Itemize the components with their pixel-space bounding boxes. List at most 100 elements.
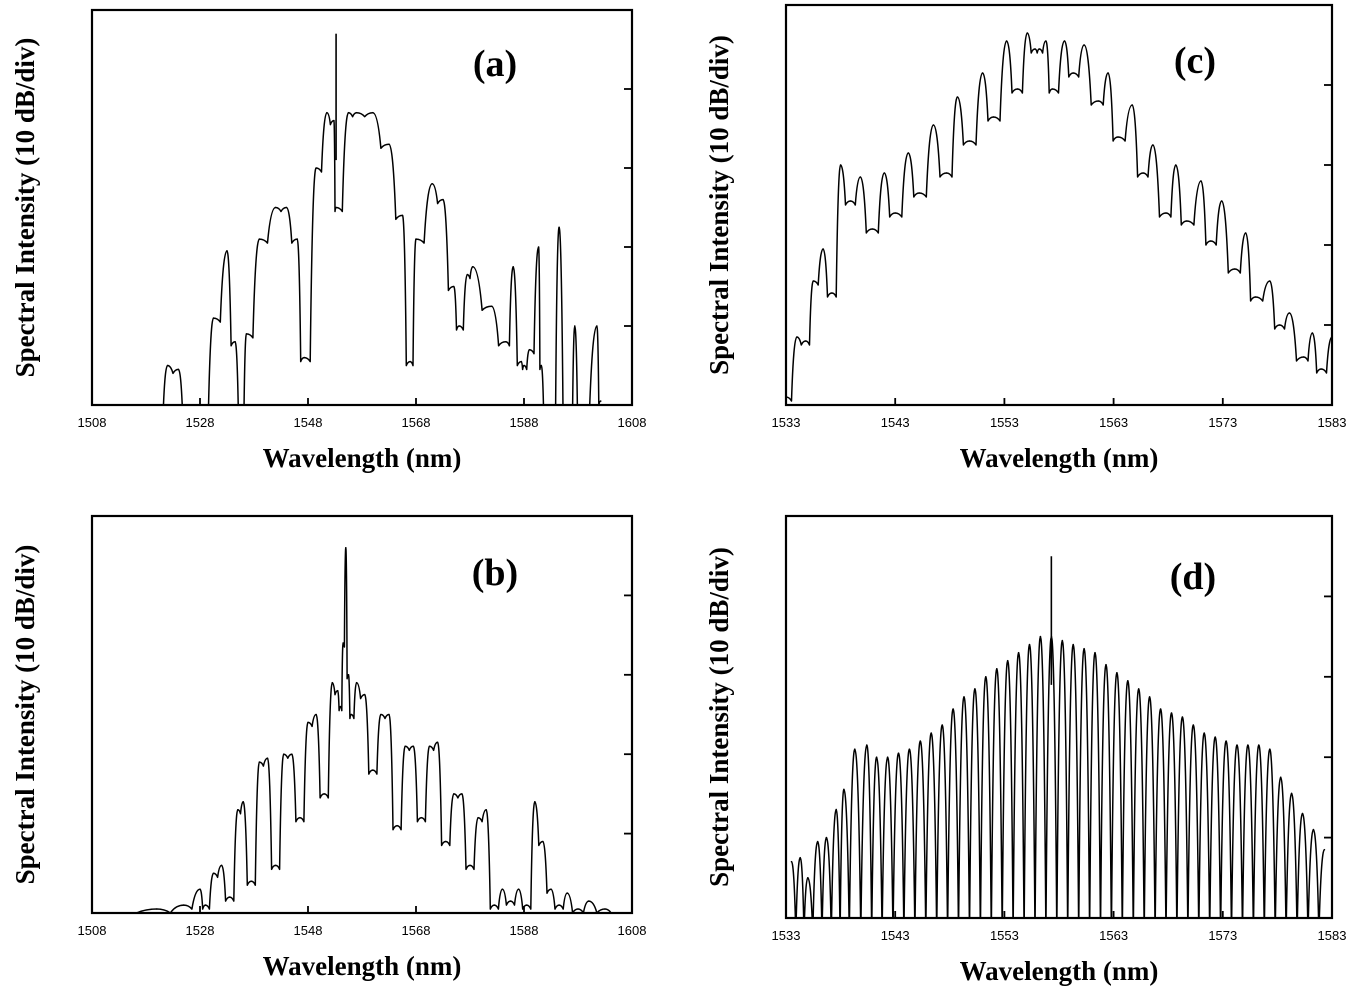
x-tick-label: 1548	[294, 923, 323, 938]
data-point	[1116, 672, 1118, 674]
data-point	[1017, 651, 1020, 654]
data-point	[274, 206, 277, 209]
data-point	[577, 908, 579, 910]
data-point	[177, 368, 180, 371]
data-point	[296, 238, 299, 240]
data-point	[974, 688, 976, 690]
data-point	[520, 360, 523, 363]
data-point	[183, 904, 185, 906]
spectrum-panel-2: 1508 1528 1548 1568 1588 1608 Wavelength (nm) S…	[10, 514, 647, 981]
data-point	[490, 305, 493, 308]
data-point	[444, 840, 447, 843]
data-point	[1105, 663, 1107, 666]
plot-frame	[784, 3, 1334, 407]
data-point	[1279, 776, 1282, 779]
data-point	[1203, 732, 1205, 734]
data-point	[420, 816, 423, 819]
data-point	[461, 793, 463, 795]
data-point	[1045, 40, 1047, 42]
data-point	[968, 140, 971, 142]
data-point	[894, 212, 896, 214]
data-point	[1214, 736, 1216, 738]
data-point	[919, 740, 922, 742]
data-point	[493, 904, 496, 906]
data-point	[307, 721, 309, 724]
plot-frame	[90, 514, 634, 915]
data-point	[985, 676, 987, 678]
data-point	[274, 864, 277, 867]
x-tick-label: 1573	[1208, 415, 1237, 430]
data-point	[315, 167, 317, 169]
data-point	[326, 111, 328, 114]
spectrum-trace	[790, 635, 1326, 917]
data-point	[245, 333, 248, 335]
data-point	[807, 877, 809, 879]
data-point	[599, 400, 602, 402]
data-point	[166, 364, 169, 367]
data-point	[1152, 144, 1154, 146]
x-tick-label: 1508	[78, 415, 107, 430]
data-point	[512, 266, 514, 268]
data-point	[1170, 712, 1173, 714]
data-point	[804, 340, 807, 342]
data-point	[372, 769, 374, 771]
data-point	[282, 753, 285, 755]
data-point	[1137, 688, 1140, 690]
data-point	[996, 668, 998, 670]
x-axis-title: Wavelength (nm)	[263, 443, 462, 473]
data-point	[347, 111, 350, 114]
data-point	[523, 364, 525, 367]
data-point	[1200, 180, 1202, 182]
x-tick-label: 1528	[186, 923, 215, 938]
data-point	[1301, 812, 1304, 815]
data-point	[355, 111, 358, 114]
x-tick-label: 1553	[990, 415, 1019, 430]
x-tick-label: 1608	[618, 923, 647, 938]
data-point	[517, 888, 520, 890]
data-point	[199, 888, 201, 890]
data-point	[335, 206, 337, 209]
data-point	[1148, 696, 1151, 698]
data-point	[546, 428, 548, 430]
data-point	[485, 809, 488, 811]
data-point	[1034, 48, 1036, 50]
data-point	[1131, 104, 1133, 106]
spectrum-panel-3: 1533 1543 1553 1563 1573 1583 Wavelength (nm) S…	[704, 3, 1346, 473]
data-point	[566, 892, 568, 894]
spectrum-trace	[137, 547, 612, 912]
plot-frame	[784, 514, 1334, 920]
x-tick-label: 1543	[881, 928, 910, 943]
data-point	[315, 713, 317, 716]
data-point	[1278, 324, 1281, 326]
data-point	[509, 900, 512, 902]
data-point	[1302, 356, 1305, 358]
y-axis-title: Spectral Intensity (10 dB/div)	[10, 38, 40, 378]
data-point	[822, 248, 824, 250]
data-point	[504, 341, 507, 343]
spectrum-panel-1: 1508 1528 1548 1568 1588 1608 Wavelength (nm) S…	[10, 8, 647, 473]
data-point	[558, 904, 560, 906]
panel-label: (c)	[1174, 40, 1216, 82]
data-point	[333, 119, 335, 122]
data-point	[812, 280, 815, 282]
data-point	[1312, 828, 1315, 831]
data-point	[1051, 88, 1054, 90]
data-point	[854, 748, 856, 750]
plot-frame	[90, 8, 634, 407]
data-point	[1175, 164, 1177, 166]
x-tick-label: 1588	[510, 923, 539, 938]
data-point	[932, 124, 935, 126]
data-point	[859, 176, 862, 178]
data-point	[404, 745, 407, 748]
data-point	[1181, 716, 1184, 718]
data-point	[466, 273, 469, 276]
data-point	[1225, 740, 1227, 742]
data-point	[1127, 680, 1129, 682]
data-point	[323, 793, 326, 795]
data-point	[1016, 88, 1019, 90]
data-point	[1159, 708, 1162, 710]
data-point	[1192, 724, 1195, 726]
data-point	[1254, 296, 1257, 298]
x-tick-label: 1608	[618, 415, 647, 430]
data-point	[436, 741, 439, 744]
